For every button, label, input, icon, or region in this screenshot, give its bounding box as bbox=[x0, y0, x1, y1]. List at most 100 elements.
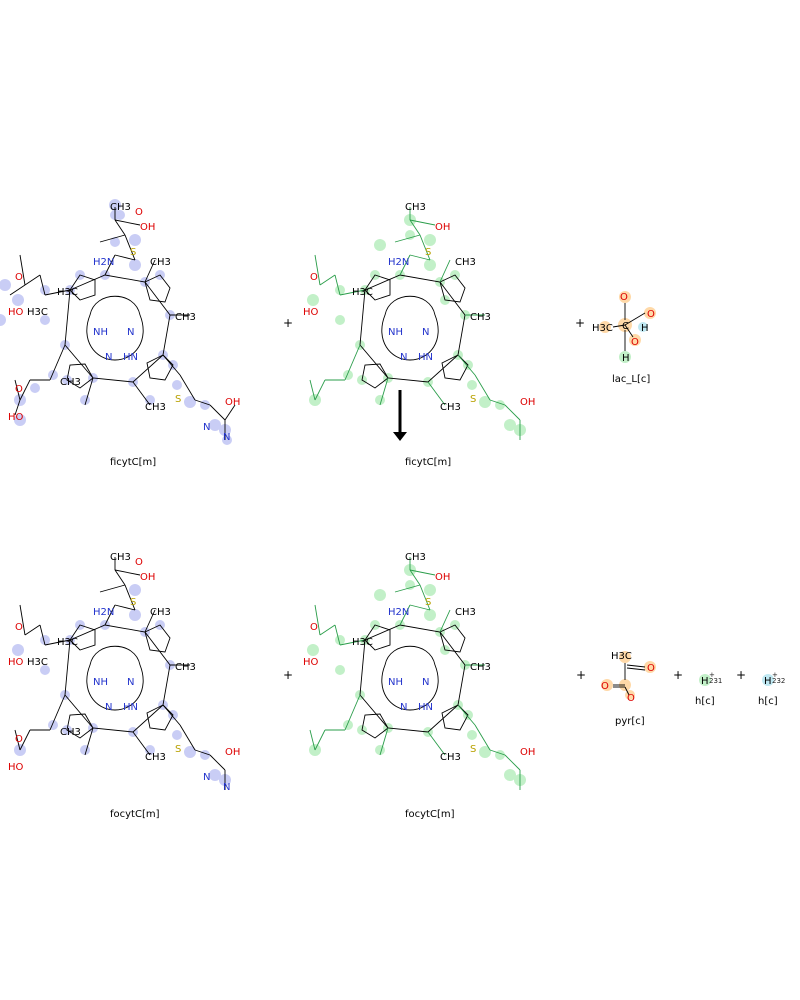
o-label: O bbox=[15, 622, 23, 633]
s-label: S bbox=[470, 744, 476, 755]
ch3-label: CH3 bbox=[405, 202, 426, 213]
nh-label: NH bbox=[93, 677, 108, 688]
h-name: h[c] bbox=[758, 696, 778, 707]
cyan-highlight bbox=[762, 674, 774, 686]
ch3-label: CH3 bbox=[110, 202, 131, 213]
h3c-label: H3C bbox=[57, 637, 78, 648]
ch3-label: CH3 bbox=[60, 727, 81, 738]
hn-label: HN bbox=[418, 702, 433, 713]
ficytc-name: ficytC[m] bbox=[110, 457, 156, 468]
o-label: O bbox=[15, 734, 23, 745]
ho-label: HO bbox=[8, 412, 24, 423]
h3c-label: H3C bbox=[592, 323, 613, 334]
ho-label: HO bbox=[303, 657, 319, 668]
h-index: 232 bbox=[772, 677, 785, 685]
n-label: N bbox=[223, 432, 230, 443]
h3c-label: H3C bbox=[611, 651, 632, 662]
o-label: O bbox=[135, 207, 143, 218]
n-label: N bbox=[422, 327, 429, 338]
oh-label: OH bbox=[140, 222, 155, 233]
focytc-name: focytC[m] bbox=[405, 809, 455, 820]
s-label: S bbox=[425, 247, 431, 258]
h-label: H bbox=[641, 323, 649, 334]
charge-label: + bbox=[772, 671, 778, 679]
h-label: H bbox=[701, 676, 709, 687]
blue-highlight-atoms bbox=[0, 199, 232, 445]
o-label: O bbox=[627, 693, 635, 704]
green-molecule-bonds bbox=[309, 557, 521, 790]
nh-label: NH bbox=[388, 677, 403, 688]
ch3-label: CH3 bbox=[440, 402, 461, 413]
ch3-label: CH3 bbox=[150, 607, 171, 618]
molecule-h-2: H 232 + h[c] bbox=[758, 671, 785, 707]
lac-bonds bbox=[612, 303, 646, 351]
plus-sign: + bbox=[576, 668, 586, 682]
n-label: N bbox=[223, 782, 230, 793]
molecule-pyr: H3C O O O pyr[c] bbox=[601, 651, 656, 727]
ch3-label: CH3 bbox=[455, 607, 476, 618]
ch3-label: CH3 bbox=[175, 312, 196, 323]
h2n-label: H2N bbox=[388, 607, 409, 618]
h2n-label: H2N bbox=[388, 257, 409, 268]
h-label: H bbox=[622, 353, 630, 364]
o-label: O bbox=[647, 663, 655, 674]
molecule-focytc-2: CH3 H3C CH3 CH3 CH3 NH N N HN H2N OH OH … bbox=[303, 552, 535, 820]
o-label: O bbox=[310, 272, 318, 283]
green-highlight bbox=[619, 351, 631, 363]
molecule-ficytc-1: H3C H3C CH3 CH3 CH3 CH3 CH3 NH N N HN H2… bbox=[0, 199, 240, 468]
blue-molecule-bonds bbox=[9, 207, 236, 440]
s-label: S bbox=[175, 744, 181, 755]
h2n-label: H2N bbox=[93, 607, 114, 618]
cyan-highlight bbox=[638, 322, 648, 332]
molecule-lac: O O O H3C H H C lac_L[c] bbox=[592, 291, 656, 385]
green-highlight-atoms bbox=[307, 564, 526, 786]
n-label: N bbox=[127, 327, 134, 338]
plus-sign: + bbox=[575, 316, 585, 330]
ch3-label: CH3 bbox=[405, 552, 426, 563]
blue-molecule-atoms: H3C H3C CH3 CH3 CH3 CH3 CH3 NH N N HN H2… bbox=[8, 552, 240, 793]
h3c-label: H3C bbox=[57, 287, 78, 298]
h3c-label: H3C bbox=[352, 637, 373, 648]
pyr-bonds bbox=[613, 663, 646, 696]
ficytc-name: ficytC[m] bbox=[405, 457, 451, 468]
lac-atoms: O O O H3C H H C bbox=[592, 292, 655, 364]
n-label: N bbox=[400, 702, 407, 713]
lac-name: lac_L[c] bbox=[612, 374, 650, 385]
o-label: O bbox=[647, 309, 655, 320]
n-label: N bbox=[203, 772, 210, 783]
ch3-label: CH3 bbox=[150, 257, 171, 268]
blue-molecule-atoms: H3C H3C CH3 CH3 CH3 CH3 CH3 NH N N HN H2… bbox=[8, 202, 240, 443]
n-label: N bbox=[105, 702, 112, 713]
ho-label: HO bbox=[8, 762, 24, 773]
ho-label: HO bbox=[8, 657, 24, 668]
hn-label: HN bbox=[418, 352, 433, 363]
oh-label: OH bbox=[435, 572, 450, 583]
h-name: h[c] bbox=[695, 696, 715, 707]
ch3-label: CH3 bbox=[145, 752, 166, 763]
nh-label: NH bbox=[93, 327, 108, 338]
oh-label: OH bbox=[140, 572, 155, 583]
o-label: O bbox=[15, 384, 23, 395]
plus-sign: + bbox=[283, 668, 293, 682]
h-label: H bbox=[764, 676, 772, 687]
ch3-label: H3C bbox=[27, 657, 48, 668]
n-label: N bbox=[203, 422, 210, 433]
ch3-label: CH3 bbox=[440, 752, 461, 763]
oh-label: OH bbox=[435, 222, 450, 233]
oh-label: OH bbox=[520, 397, 535, 408]
ch3-label: CH3 bbox=[60, 377, 81, 388]
h-index: 231 bbox=[709, 677, 722, 685]
ch3-label: CH3 bbox=[175, 662, 196, 673]
o-label: O bbox=[310, 622, 318, 633]
hn-label: HN bbox=[123, 352, 138, 363]
ch3-label: CH3 bbox=[145, 402, 166, 413]
hn-label: HN bbox=[123, 702, 138, 713]
charge-label: + bbox=[709, 671, 715, 679]
blue-highlight-atoms bbox=[12, 584, 231, 786]
s-label: S bbox=[470, 394, 476, 405]
h3c-label: H3C bbox=[352, 287, 373, 298]
green-molecule-bonds bbox=[309, 207, 521, 440]
h2n-label: H2N bbox=[93, 257, 114, 268]
s-label: S bbox=[425, 597, 431, 608]
green-molecule-atoms: CH3 H3C CH3 CH3 CH3 NH N N HN H2N OH OH … bbox=[303, 552, 535, 763]
